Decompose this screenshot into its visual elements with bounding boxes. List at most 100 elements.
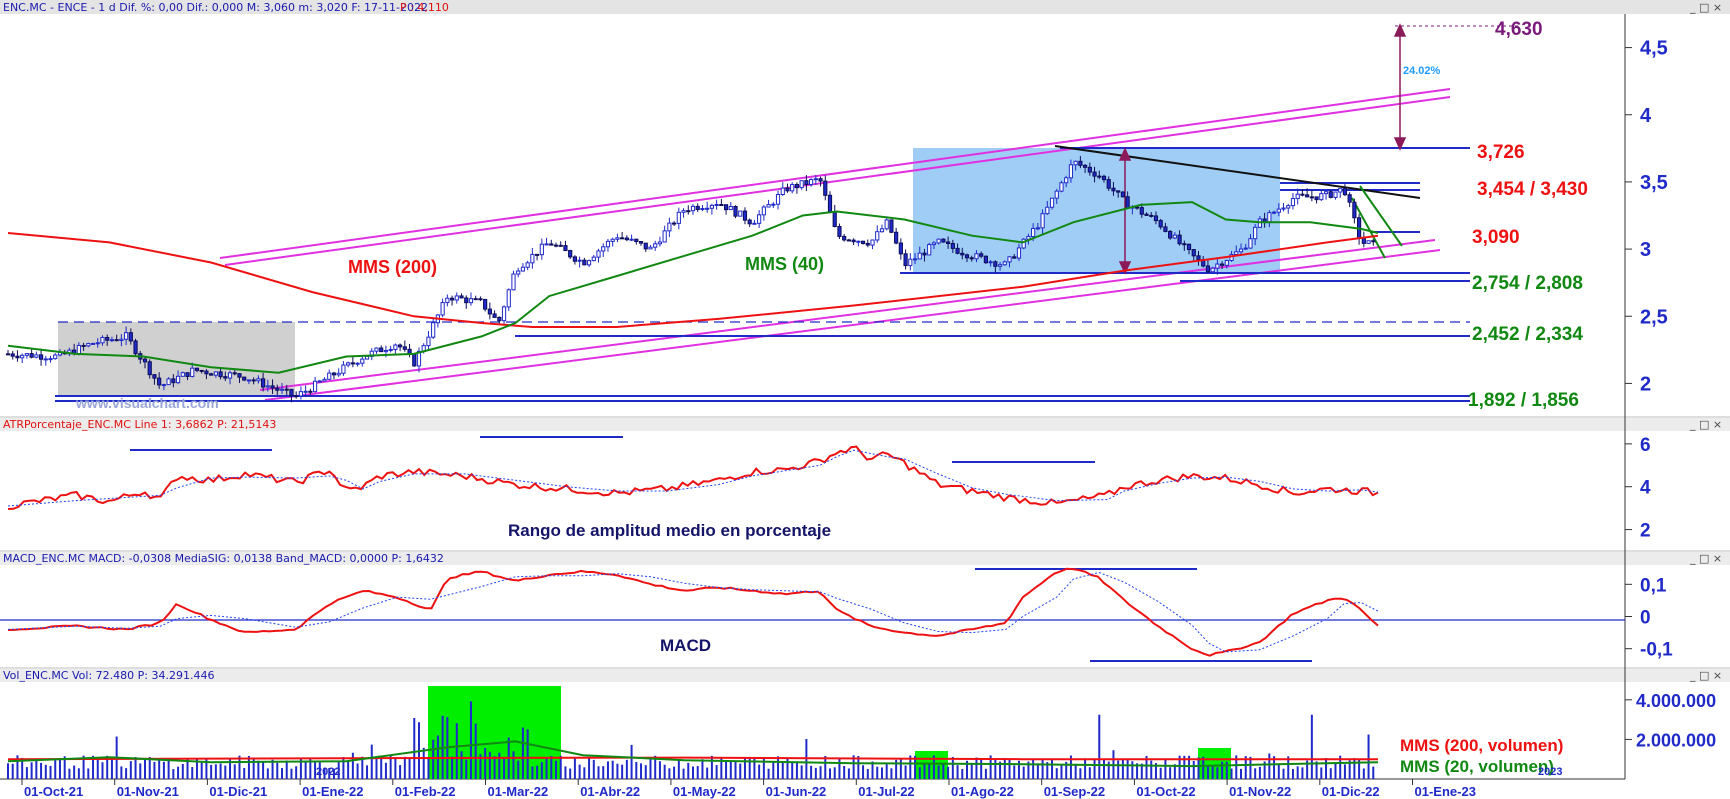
candle-body	[426, 336, 431, 347]
candle-body	[804, 180, 809, 185]
candle-body	[237, 373, 242, 378]
candle-body	[969, 257, 974, 260]
candle-body	[846, 239, 851, 242]
candle-body	[1210, 267, 1215, 273]
candle-body	[298, 391, 303, 397]
candle-body	[643, 242, 648, 250]
resistance-trendline	[1054, 145, 1421, 199]
candle-body	[393, 344, 398, 350]
candle-body	[1021, 238, 1026, 249]
candle-body	[672, 222, 677, 225]
candle-body	[974, 253, 979, 260]
date-tick-label: 01-Mar-22	[488, 784, 549, 799]
candle-body	[610, 238, 615, 242]
candle-body	[497, 316, 502, 322]
vol-mms20-line	[7, 740, 1379, 768]
candle-body	[851, 239, 856, 243]
candle-body	[157, 377, 162, 386]
candle-body	[1002, 261, 1007, 266]
macd-header-text: MACD_ENC.MC MACD: -0,0308 MediaSIG: 0,01…	[3, 552, 444, 565]
main-header-bar	[0, 0, 1730, 14]
candle-body	[733, 205, 738, 217]
candle-body	[1352, 201, 1357, 219]
candle-body	[1347, 194, 1352, 203]
candle-body	[350, 362, 355, 365]
support-current-label: 3,090	[1472, 227, 1520, 248]
candle-body	[1205, 265, 1211, 273]
date-tick-label: 01-Ene-22	[302, 784, 363, 799]
candle-body	[166, 378, 171, 386]
candle-body	[152, 374, 157, 379]
candle-body	[525, 262, 530, 268]
candle-body	[842, 235, 847, 241]
candle-body	[412, 353, 417, 367]
candle-body	[979, 253, 984, 257]
candle-body	[119, 338, 124, 341]
volume-y-axis: 4.000.000 2.000.000	[1625, 691, 1716, 750]
candle-body	[1097, 175, 1102, 178]
candle-body	[1073, 160, 1078, 166]
atr-y-axis: 6 4 2	[1625, 435, 1651, 542]
atr-y-tick-label: 6	[1640, 435, 1651, 456]
candle-body	[742, 210, 748, 221]
candle-body	[615, 237, 620, 240]
candle-body	[1168, 230, 1173, 239]
candle-body	[194, 367, 200, 371]
candle-body	[535, 253, 540, 256]
candle-body	[950, 242, 955, 249]
candle-body	[242, 376, 247, 381]
candle-body	[738, 210, 743, 217]
candle-body	[1101, 175, 1107, 181]
target-pct-label: 24.02%	[1403, 65, 1441, 77]
candle-body	[1253, 226, 1258, 240]
candle-body	[582, 259, 587, 266]
candle-body	[360, 358, 365, 364]
candle-body	[695, 205, 700, 210]
vol-y-tick-label: 4.000.000	[1636, 691, 1716, 711]
macd-window-buttons[interactable]: _ □ ×	[1689, 552, 1722, 565]
candle-body	[1149, 214, 1154, 217]
watermark: www.visualchart.com	[75, 395, 219, 411]
candle-body	[1319, 193, 1324, 201]
candle-body	[1286, 205, 1291, 209]
atr-header-bar	[0, 418, 1730, 431]
candle-body	[256, 378, 261, 382]
candle-body	[190, 367, 195, 377]
candle-body	[516, 270, 521, 275]
candle-body	[10, 353, 15, 357]
candle-body	[15, 355, 20, 359]
vol-window-buttons[interactable]: _ □ ×	[1689, 669, 1722, 682]
candle-body	[398, 344, 403, 348]
candle-body	[809, 179, 814, 185]
candle-body	[832, 211, 837, 228]
candle-body	[265, 385, 270, 388]
candle-body	[558, 244, 563, 247]
candle-body	[917, 252, 922, 260]
resistance-2-label: 3,454 / 3,430	[1477, 179, 1588, 200]
atr-window-buttons[interactable]: _ □ ×	[1689, 418, 1722, 431]
date-tick-label: 01-Ago-22	[951, 784, 1014, 799]
candle-body	[199, 369, 204, 372]
candle-body	[473, 298, 478, 301]
date-tick-label: 01-Dic-21	[209, 784, 267, 799]
candle-body	[865, 242, 870, 246]
candle-body	[322, 378, 327, 382]
candle-body	[705, 207, 710, 210]
main-y-tick-label: 4	[1640, 105, 1652, 127]
candle-body	[898, 242, 903, 255]
candle-body	[1139, 207, 1144, 215]
candle-body	[879, 228, 885, 233]
candle-body	[1116, 190, 1121, 193]
candle-body	[43, 358, 48, 361]
main-y-tick-label: 4,5	[1640, 38, 1668, 60]
vol-header-text: Vol_ENC.MC Vol: 72.480 P: 34.291.446	[3, 669, 214, 682]
candle-body	[1271, 211, 1277, 214]
candle-body	[114, 339, 119, 342]
main-y-tick-label: 2	[1640, 373, 1651, 395]
candle-body	[327, 372, 332, 380]
candle-body	[308, 390, 313, 393]
candle-body	[261, 378, 266, 388]
candle-body	[416, 350, 422, 367]
main-window-buttons[interactable]: _ □ ×	[1689, 1, 1722, 14]
candle-body	[161, 384, 166, 387]
